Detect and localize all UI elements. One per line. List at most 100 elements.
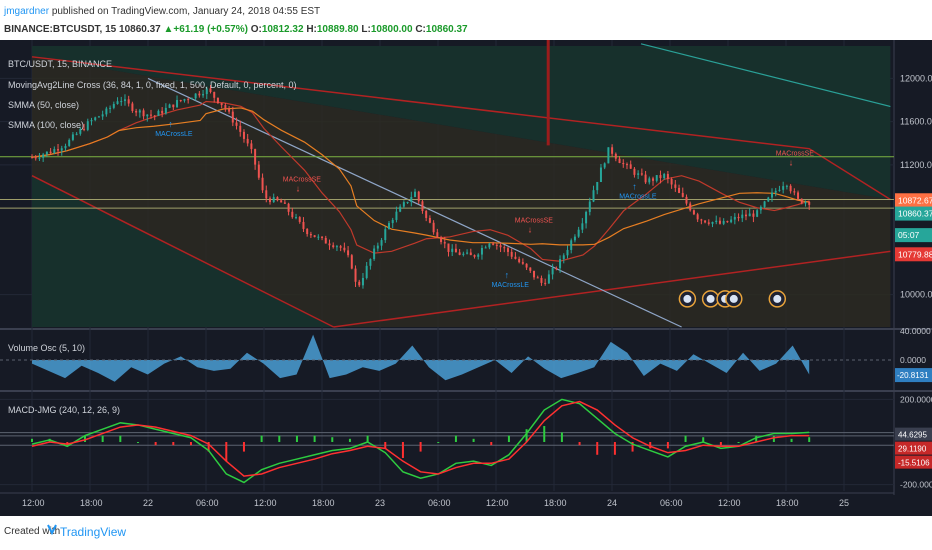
- channel-bottom-right-line: [333, 250, 891, 328]
- candle-body: [365, 265, 368, 278]
- candle-body: [767, 197, 770, 202]
- price-label-box: [895, 193, 932, 208]
- candle-body: [425, 210, 428, 218]
- time-axis[interactable]: 12:00 18:00 22 06:00 12:00 18:00 23 06:00 12:00 1…: [0, 492, 894, 508]
- volume-osc-title: Volume Osc (5, 10): [8, 343, 85, 353]
- candle-body: [462, 253, 465, 255]
- candle-body: [138, 110, 141, 113]
- macd-histogram-bar: [242, 442, 245, 452]
- signal-label: MACrossSE: [283, 177, 321, 184]
- macd-histogram-bar: [737, 442, 740, 443]
- price-label-text: 05:07: [898, 230, 920, 240]
- candle-body: [707, 222, 710, 224]
- legend-title: BTC/USDT, 15, BINANCE: [8, 59, 112, 69]
- publish-line: jmgardner published on TradingView.com, …: [4, 6, 320, 17]
- candle-body: [146, 114, 149, 117]
- macd-pane[interactable]: 200.0000 -200.0000 44.6295 29.1190 -15.5106: [0, 394, 932, 490]
- time-tick-label: 06:00: [428, 498, 451, 508]
- channel-bottom-line: [31, 175, 334, 328]
- author-link[interactable]: jmgardner: [4, 6, 50, 17]
- close-value: 10860.37: [425, 24, 468, 35]
- signal-label: MACrossSE: [776, 151, 814, 158]
- tradingview-brand[interactable]: TradingView: [60, 525, 127, 539]
- time-tick-label: 12:00: [486, 498, 509, 508]
- volume-osc-pane[interactable]: 40.0000 0.0000 -20.8131: [0, 326, 932, 383]
- candle-body: [387, 223, 390, 230]
- macd-histogram-bar: [649, 442, 652, 449]
- macd-histogram-bar: [543, 426, 546, 442]
- candle-body: [79, 128, 82, 134]
- candle-body: [666, 174, 669, 179]
- candle-body: [756, 210, 759, 217]
- candle-body: [231, 111, 234, 123]
- candle-body: [774, 190, 777, 193]
- candle-body: [737, 216, 740, 219]
- candle-body: [525, 263, 528, 268]
- candle-body: [722, 221, 725, 224]
- macd-value-label: 44.6295: [898, 431, 927, 440]
- candle-body: [503, 247, 506, 249]
- candle-body: [748, 213, 751, 217]
- candle-body: [793, 191, 796, 193]
- macd-histogram-bar: [189, 442, 192, 446]
- candle-body: [123, 99, 126, 102]
- candle-body: [484, 247, 487, 249]
- candle-body: [38, 157, 41, 159]
- candle-body: [559, 259, 562, 269]
- event-flag-dot: [773, 294, 782, 303]
- time-tick-label: 06:00: [660, 498, 683, 508]
- candle-body: [603, 163, 606, 168]
- macd-histogram-bar: [613, 442, 616, 455]
- candle-body: [306, 228, 309, 235]
- time-tick-label: 23: [375, 498, 385, 508]
- candle-body: [42, 154, 45, 158]
- candle-body: [410, 196, 413, 202]
- candle-body: [477, 254, 480, 257]
- publish-header: jmgardner published on TradingView.com, …: [0, 0, 932, 40]
- candle-body: [521, 262, 524, 264]
- candle-body: [555, 268, 558, 270]
- candle-body: [681, 192, 684, 197]
- candle-body: [168, 104, 171, 108]
- low-value: 10800.00: [370, 24, 413, 35]
- candle-body: [239, 125, 242, 132]
- candle-body: [395, 211, 398, 220]
- candle-body: [785, 185, 788, 187]
- candle-body: [164, 107, 167, 114]
- candle-body: [302, 221, 305, 229]
- candle-body: [443, 242, 446, 244]
- candle-body: [655, 175, 658, 181]
- candle-body: [97, 116, 100, 118]
- candle-body: [629, 164, 632, 169]
- chart-legend: BTC/USDT, 15, BINANCE MovingAvg2Line Cro…: [8, 59, 297, 130]
- signal-label: MACrossSE: [515, 218, 553, 225]
- candle-body: [131, 103, 134, 111]
- candle-body: [83, 128, 86, 130]
- candle-body: [272, 197, 275, 203]
- candle-body: [190, 98, 193, 100]
- price-pane[interactable]: 12000.0011600.0011200.0010800.0010000.00…: [0, 40, 932, 495]
- candle-body: [202, 94, 205, 96]
- price-tick-label: 12000.00: [900, 73, 932, 83]
- candle-body: [670, 178, 673, 185]
- candle-body: [149, 114, 152, 116]
- chart-area[interactable]: 12000.0011600.0011200.0010800.0010000.00…: [0, 40, 932, 516]
- price-label-box: [895, 247, 932, 262]
- candle-body: [321, 236, 324, 238]
- tradingview-logo-icon: [47, 524, 57, 536]
- candle-body: [782, 186, 785, 190]
- macd-histogram-bar: [119, 435, 122, 442]
- macd-histogram-bar: [631, 442, 634, 452]
- candle-body: [685, 196, 688, 204]
- macd-histogram-bar: [454, 435, 457, 442]
- candle-body: [663, 174, 666, 179]
- candle-body: [187, 99, 190, 101]
- candle-body: [339, 246, 342, 248]
- candle-body: [648, 178, 651, 183]
- volume-last-box: [895, 368, 932, 383]
- candle-body: [544, 282, 547, 284]
- candle-body: [90, 120, 93, 122]
- candle-body: [633, 168, 636, 175]
- candle-body: [332, 245, 335, 248]
- candle-body: [778, 189, 781, 191]
